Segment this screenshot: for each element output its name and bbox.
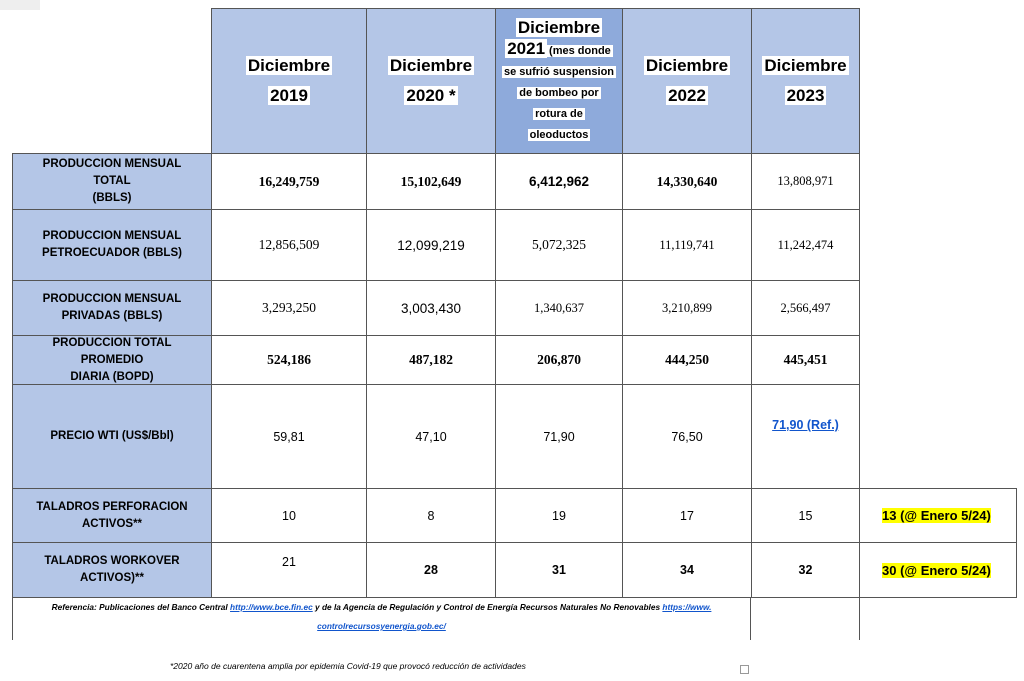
divider xyxy=(859,598,860,640)
table-cell: 32 xyxy=(751,542,860,598)
row-label-line: TALADROS PERFORACION xyxy=(36,500,188,513)
row-label-line: PRODUCCION MENSUAL xyxy=(42,230,182,242)
header-2021: Diciembre 2021 (mes donde se sufrió suspe… xyxy=(495,8,623,154)
row-label-line: TALADROS WORKOVER xyxy=(44,555,180,567)
reference-text-1: Referencia: Publicaciones del Banco Cent… xyxy=(51,602,228,612)
table-cell: 11,119,741 xyxy=(622,209,752,281)
table-cell: 34 xyxy=(622,542,752,598)
table-cell: 445,451 xyxy=(751,335,860,385)
table-cell: 487,182 xyxy=(366,335,496,385)
table-cell: 12,856,509 xyxy=(211,209,367,281)
table-cell: 3,210,899 xyxy=(622,280,752,336)
row-label-taladros-workover: TALADROS WORKOVER ACTIVOS)** xyxy=(12,542,212,598)
table-cell: 21 xyxy=(211,542,367,598)
row-label-line: PRODUCCION MENSUAL TOTAL xyxy=(42,158,182,187)
header-2019: Diciembre 2019 xyxy=(211,8,367,154)
header-2019-line2: 2019 xyxy=(268,86,310,105)
table-cell: 17 xyxy=(622,488,752,543)
small-square-icon xyxy=(740,665,749,674)
header-2023: Diciembre 2023 xyxy=(751,8,860,154)
table-cell: 206,870 xyxy=(495,335,623,385)
header-2020: Diciembre 2020 * xyxy=(366,8,496,154)
header-2023-line2: 2023 xyxy=(784,86,827,105)
header-2023-line1: Diciembre xyxy=(762,56,849,75)
row-label-precio-wti: PRECIO WTI (US$/Bbl) xyxy=(12,384,212,489)
header-2020-line2: 2020 * xyxy=(404,86,458,105)
table-cell: 12,099,219 xyxy=(366,209,496,281)
header-2022-line2: 2022 xyxy=(666,86,708,105)
header-2021-note3: de bombeo por xyxy=(517,86,601,99)
table-cell: 16,249,759 xyxy=(211,153,367,210)
table-cell: 444,250 xyxy=(622,335,752,385)
highlight-workover: 30 (@ Enero 5/24) xyxy=(882,562,991,578)
row-label-line: PRODUCCION MENSUAL xyxy=(42,293,182,305)
table-cell: 15,102,649 xyxy=(366,153,496,210)
corner-mark xyxy=(0,0,40,10)
reference-note: Referencia: Publicaciones del Banco Cent… xyxy=(12,598,751,640)
row-label-line: DIARIA (BOPD) xyxy=(70,370,154,383)
table-cell: 15 xyxy=(751,488,860,543)
bce-link[interactable]: http://www.bce.fin.ec xyxy=(230,602,313,612)
table-cell: 71,90 xyxy=(495,384,623,489)
arcernnr-link-part2[interactable]: controlrecursosyenergia.gob.ec/ xyxy=(317,621,446,631)
row-label-line: PRODUCCION TOTAL PROMEDIO xyxy=(52,336,172,366)
header-2021-line1: Diciembre xyxy=(515,17,603,37)
extra-cell-perforacion: 13 (@ Enero 5/24) xyxy=(859,488,1017,543)
table-cell: 59,81 xyxy=(211,384,367,489)
table-cell: 76,50 xyxy=(622,384,752,489)
wti-ref-link[interactable]: 71,90 (Ref.) xyxy=(772,418,839,432)
table-cell: 13,808,971 xyxy=(751,153,860,210)
table-cell: 2,566,497 xyxy=(751,280,860,336)
table-cell: 10 xyxy=(211,488,367,543)
highlight-perforacion: 13 (@ Enero 5/24) xyxy=(882,508,991,523)
table-cell: 1,340,637 xyxy=(495,280,623,336)
table-cell: 5,072,325 xyxy=(495,209,623,281)
reference-text-2: y de la Agencia de Regulación y Control … xyxy=(315,602,661,612)
table-cell: 3,003,430 xyxy=(366,280,496,336)
header-2022: Diciembre 2022 xyxy=(622,8,752,154)
table-cell: 19 xyxy=(495,488,623,543)
table-cell: 14,330,640 xyxy=(622,153,752,210)
table-cell: 31 xyxy=(495,542,623,598)
table-cell: 47,10 xyxy=(366,384,496,489)
row-label-taladros-perforacion: TALADROS PERFORACION ACTIVOS** xyxy=(12,488,212,543)
header-2021-note1: (mes donde xyxy=(547,44,613,57)
row-label-produccion-petroecuador: PRODUCCION MENSUAL PETROECUADOR (BBLS) xyxy=(12,209,212,281)
table-cell: 11,242,474 xyxy=(751,209,860,281)
table-cell: 8 xyxy=(366,488,496,543)
row-label-line: PRECIO WTI (US$/Bbl) xyxy=(50,430,174,442)
table-cell: 524,186 xyxy=(211,335,367,385)
footnote: *2020 año de cuarentena amplia por epide… xyxy=(170,661,526,671)
row-label-line: PETROECUADOR (BBLS) xyxy=(42,247,182,259)
header-2022-line1: Diciembre xyxy=(643,56,731,75)
row-label-line: (BBLS) xyxy=(92,192,132,204)
row-label-line: ACTIVOS** xyxy=(81,517,143,530)
table-cell: 28 xyxy=(366,542,496,598)
table-cell-wti-2023: 71,90 (Ref.) xyxy=(751,384,860,489)
row-label-produccion-mensual-total: PRODUCCION MENSUAL TOTAL (BBLS) xyxy=(12,153,212,210)
table-cell: 6,412,962 xyxy=(495,153,623,210)
header-2019-line1: Diciembre xyxy=(245,56,333,75)
header-2021-year: 2021 xyxy=(505,38,548,58)
arcernnr-link-part1[interactable]: https://www. xyxy=(662,602,712,612)
row-label-produccion-promedio-diaria: PRODUCCION TOTAL PROMEDIO DIARIA (BOPD) xyxy=(12,335,212,385)
table-cell: 3,293,250 xyxy=(211,280,367,336)
extra-cell-workover: 30 (@ Enero 5/24) xyxy=(859,542,1017,598)
header-2020-line1: Diciembre xyxy=(387,56,475,75)
header-2021-note2: se sufrió suspension xyxy=(501,65,617,78)
header-2021-note5: oleoductos xyxy=(527,128,591,141)
row-label-produccion-privadas: PRODUCCION MENSUAL PRIVADAS (BBLS) xyxy=(12,280,212,336)
row-label-line: PRIVADAS (BBLS) xyxy=(61,310,163,322)
row-label-line: ACTIVOS)** xyxy=(80,572,144,584)
header-2021-note4: rotura de xyxy=(533,107,585,120)
